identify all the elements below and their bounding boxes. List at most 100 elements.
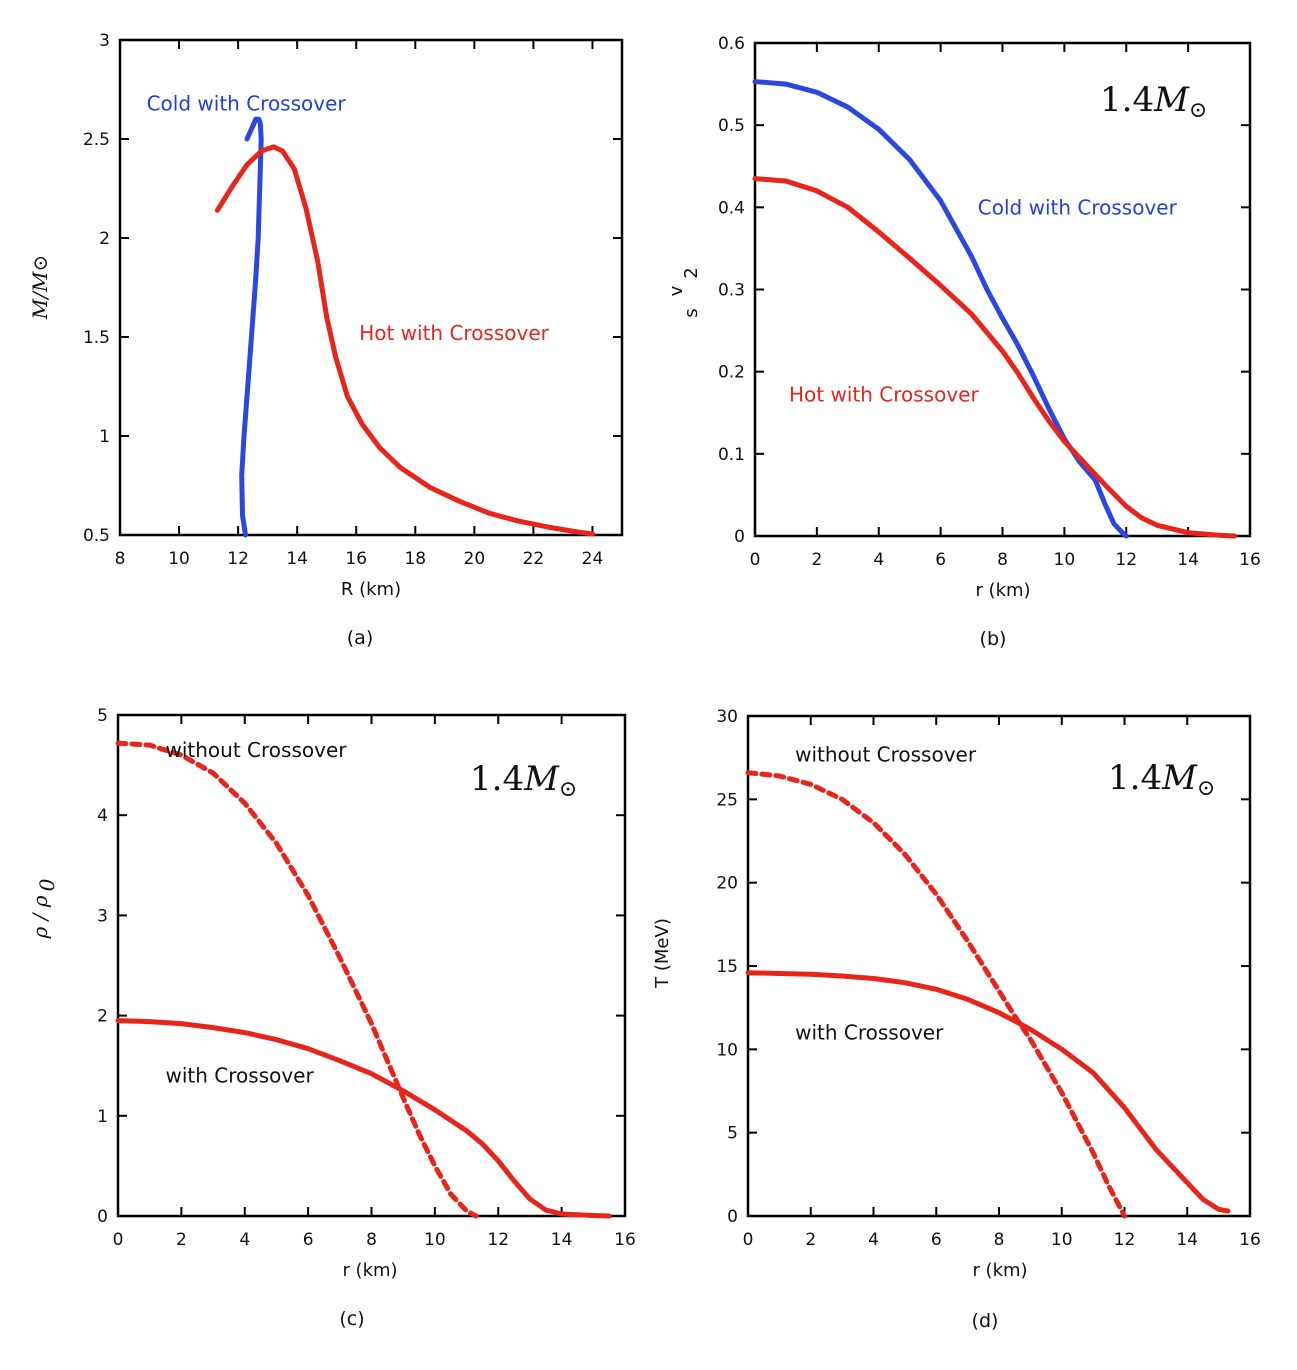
ytick-label-a: 1.5: [83, 328, 110, 348]
series-line-with-crossover-d: [745, 970, 1231, 1214]
annotation-without-c: without Crossover: [166, 738, 348, 762]
xticks-c: 0 2 4 6 8 10 12 14 16: [113, 715, 636, 1250]
mass-label-d-symbol: M: [1161, 758, 1198, 798]
xtick-label-d: 6: [931, 1230, 942, 1250]
ytick-label-b: 0.3: [718, 281, 745, 301]
plot-frame-a: [118, 38, 624, 537]
xtick-label-d: 8: [994, 1230, 1005, 1250]
ytick-label-b: 0.1: [718, 445, 745, 465]
ytick-label-a: 2: [99, 229, 110, 249]
xtick-label-b: 6: [935, 550, 946, 570]
ytick-label-c: 2: [97, 1007, 108, 1027]
xticks-d: 0 2 4 6 8 10 12 14 16: [743, 716, 1261, 1250]
xtick-label-c: 10: [424, 1230, 446, 1250]
panel-b: 0 0.1 0.2 0.3 0.4 0.5 0.6 0 2 4 6 8 10 12 14 16 Cold w…: [666, 34, 1261, 650]
ylabel-c-sub: 0: [35, 878, 59, 891]
ylabel-d: T (MeV): [652, 918, 673, 989]
xlabel-a: R (km): [341, 579, 401, 600]
ytick-label-a: 2.5: [83, 130, 110, 150]
ytick-label-a: 3: [99, 31, 110, 51]
xtick-label-d: 10: [1051, 1230, 1073, 1250]
xlabel-c: r (km): [342, 1260, 397, 1281]
ylabel-c-main: ρ / ρ: [28, 895, 52, 939]
xtick-label-d: 14: [1176, 1230, 1198, 1250]
mass-label-c: 1.4M⊙: [470, 759, 577, 802]
ylabel-b-sup: 2: [681, 267, 702, 278]
xtick-label-c: 2: [176, 1230, 187, 1250]
annotation-hot-a: Hot with Crossover: [359, 321, 549, 345]
xtick-label-c: 8: [366, 1230, 377, 1250]
mass-label-b-base: 1.4: [1100, 80, 1154, 120]
series-d: [745, 770, 1231, 1219]
caption-d: (d): [972, 1310, 999, 1332]
xtick-label-c: 4: [239, 1230, 250, 1250]
xtick-label-b: 8: [997, 550, 1008, 570]
xticks-b: 0 2 4 6 8 10 12 14 16: [750, 43, 1261, 570]
ytick-label-d: 0: [727, 1207, 738, 1227]
ylabel-b: v s 2: [666, 267, 702, 317]
yticks-a: 0.5 1 1.5 2 2.5 3: [83, 31, 622, 546]
xlabel-b: r (km): [975, 580, 1030, 601]
ytick-label-c: 1: [97, 1107, 108, 1127]
xlabel-d: r (km): [972, 1260, 1027, 1281]
series-line-without-crossover-c: [115, 740, 479, 1219]
annotation-with-d: with Crossover: [795, 1021, 944, 1045]
ytick-label-d: 30: [716, 707, 738, 727]
xtick-label-b: 0: [750, 550, 761, 570]
annotation-hot-b: Hot with Crossover: [789, 383, 979, 407]
mass-label-b-symbol: M: [1153, 80, 1190, 120]
mass-label-c-sub: ⊙: [559, 777, 577, 802]
ylabel-a: M/M⊙: [28, 255, 52, 320]
series-line-cold-with-crossover-b: [752, 79, 1129, 539]
annotation-cold-b: Cold with Crossover: [978, 195, 1178, 219]
xtick-label-c: 14: [551, 1230, 573, 1250]
series-line-with-crossover-c: [115, 1018, 612, 1219]
mass-label-d-sub: ⊙: [1197, 776, 1215, 801]
xtick-label-d: 4: [868, 1230, 879, 1250]
xtick-label-d: 2: [805, 1230, 816, 1250]
mass-label-c-base: 1.4: [470, 759, 524, 799]
ytick-label-d: 25: [716, 790, 738, 810]
ytick-label-d: 15: [716, 957, 738, 977]
series-b: [752, 79, 1237, 539]
caption-c: (c): [339, 1308, 364, 1330]
xtick-label-a: 12: [227, 549, 249, 569]
yticks-d: 0 5 10 15 20 25 30: [716, 707, 1250, 1227]
series-c: [115, 740, 612, 1219]
xtick-label-d: 12: [1114, 1230, 1136, 1250]
panel-d: 0 5 10 15 20 25 30 0 2 4 6 8 10 12 14 16 without Cross…: [652, 707, 1261, 1332]
ytick-label-a: 1: [99, 427, 110, 447]
caption-a: (a): [347, 627, 373, 649]
series-a: [214, 116, 595, 538]
xtick-label-b: 12: [1115, 550, 1137, 570]
mass-label-b: 1.4M⊙: [1100, 80, 1207, 123]
xticks-a: 8 10 12 14 16 18 20 22 24: [115, 40, 604, 569]
series-line-hot-with-crossover-b: [752, 176, 1237, 539]
xtick-label-d: 0: [743, 1230, 754, 1250]
xtick-label-a: 24: [582, 549, 604, 569]
ytick-label-c: 5: [97, 706, 108, 726]
ylabel-b-sub: s: [681, 308, 702, 317]
ytick-label-d: 5: [727, 1124, 738, 1144]
xtick-label-b: 10: [1054, 550, 1076, 570]
xtick-label-a: 16: [345, 549, 367, 569]
ytick-label-c: 4: [97, 806, 108, 826]
annotation-with-c: with Crossover: [166, 1064, 315, 1088]
xtick-label-b: 16: [1239, 550, 1261, 570]
ytick-label-b: 0.4: [718, 198, 745, 218]
ytick-label-a: 0.5: [83, 526, 110, 546]
ylabel-b-base: v: [666, 285, 687, 296]
ytick-label-c: 0: [97, 1207, 108, 1227]
mass-label-b-sub: ⊙: [1189, 98, 1207, 123]
xtick-label-b: 4: [873, 550, 884, 570]
series-line-without-crossover-d: [745, 770, 1127, 1219]
xtick-label-b: 14: [1177, 550, 1199, 570]
mass-label-c-symbol: M: [523, 759, 560, 799]
xtick-label-a: 14: [286, 549, 308, 569]
xtick-label-a: 18: [404, 549, 426, 569]
annotation-without-d: without Crossover: [795, 742, 977, 766]
xtick-label-c: 6: [303, 1230, 314, 1250]
xtick-label-a: 8: [115, 549, 126, 569]
